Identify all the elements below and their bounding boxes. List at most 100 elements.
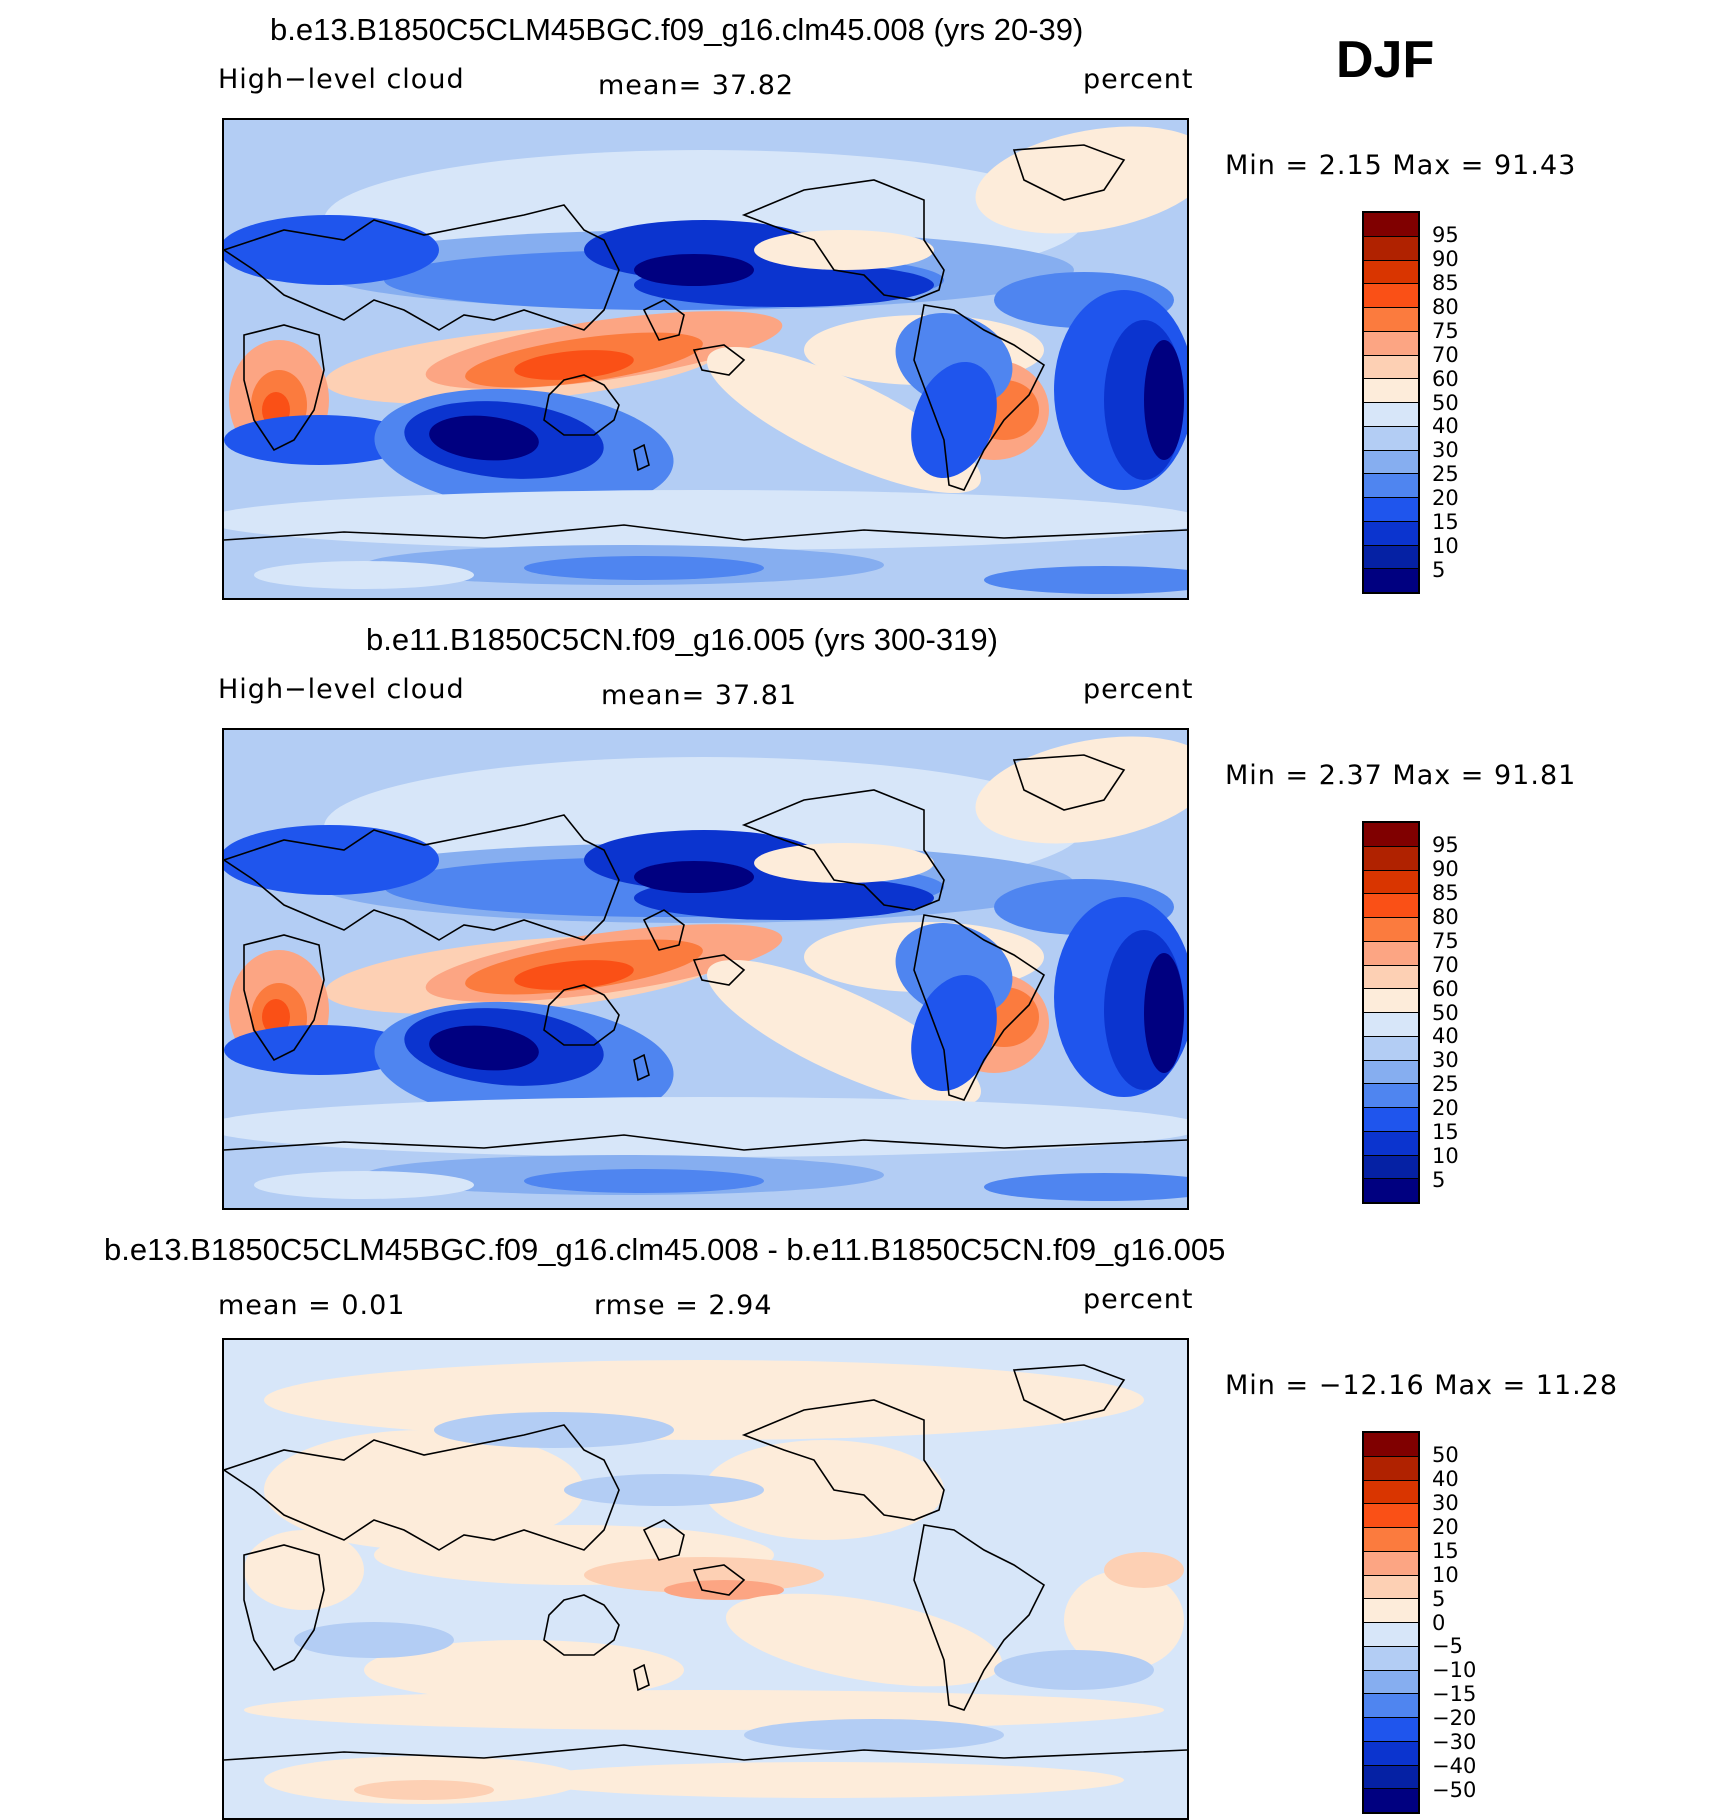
colorbar-label: 75 <box>1432 928 1459 953</box>
coastline <box>224 1424 620 1551</box>
colorbar-box <box>1364 918 1418 942</box>
colorbar-label: 75 <box>1432 318 1459 343</box>
contour-region <box>429 415 539 461</box>
colorbar-box <box>1364 331 1418 356</box>
colorbar-label: 40 <box>1432 1466 1459 1491</box>
colorbar-box <box>1364 1084 1418 1108</box>
coastline <box>633 1663 650 1692</box>
contour-region <box>224 490 1187 550</box>
panel-3-units-label: percent <box>1083 1284 1194 1315</box>
panel-1-minmax: Min = 2.15 Max = 91.43 <box>1225 150 1577 181</box>
contour-region <box>294 1622 454 1658</box>
colorbar-label: 15 <box>1432 1120 1459 1145</box>
contour-region <box>707 346 981 494</box>
colorbar-box <box>1364 846 1418 871</box>
contour-region <box>364 1640 684 1700</box>
colorbar-label: 95 <box>1432 832 1459 857</box>
colorbar-box <box>1364 1694 1418 1718</box>
colorbar-box <box>1364 870 1418 895</box>
colorbar-label: −5 <box>1432 1634 1463 1659</box>
colorbar-box <box>1364 1718 1418 1742</box>
colorbar-label: 50 <box>1432 1000 1459 1025</box>
colorbar-label: 50 <box>1432 1442 1459 1467</box>
colorbar-box <box>1364 213 1418 237</box>
colorbar-label: −20 <box>1432 1706 1477 1731</box>
coastline <box>642 909 685 951</box>
colorbar-box <box>1364 1551 1418 1576</box>
colorbar-label: −50 <box>1432 1778 1477 1803</box>
colorbar-box <box>1364 236 1418 261</box>
coastline <box>633 1053 650 1082</box>
contour-region <box>434 1412 674 1448</box>
coastline <box>633 443 650 472</box>
colorbar-label: 80 <box>1432 294 1459 319</box>
contour-region <box>975 736 1187 844</box>
panel-3-title: b.e13.B1850C5CLM45BGC.f09_g16.clm45.008 … <box>104 1232 1226 1267</box>
colorbar-box <box>1364 545 1418 570</box>
contour-region <box>1064 1570 1184 1670</box>
colorbar-box <box>1364 1599 1418 1623</box>
colorbar-box <box>1364 1433 1418 1457</box>
colorbar-box <box>1364 1528 1418 1552</box>
colorbar-label: 85 <box>1432 270 1459 295</box>
colorbar-label: −15 <box>1432 1682 1477 1707</box>
colorbar-box <box>1364 403 1418 427</box>
coastline <box>224 814 620 941</box>
contour-region <box>514 350 634 380</box>
colorbar-box <box>1364 1623 1418 1647</box>
colorbar-box <box>1364 1155 1418 1180</box>
contour-region <box>524 1169 764 1193</box>
colorbar-box <box>1364 1741 1418 1766</box>
contour-region <box>244 1690 1164 1730</box>
colorbar-label: 30 <box>1432 1490 1459 1515</box>
colorbar-box <box>1364 1575 1418 1600</box>
colorbar-label: 10 <box>1432 1144 1459 1169</box>
contour-region <box>254 1171 474 1199</box>
coastline <box>1012 1364 1126 1421</box>
colorbar-box <box>1364 521 1418 546</box>
colorbar-label: 5 <box>1432 558 1446 583</box>
coastline <box>224 1744 1187 1761</box>
colorbar-label: 5 <box>1432 1586 1446 1611</box>
colorbar-box <box>1364 1480 1418 1505</box>
colorbar-box <box>1364 284 1418 308</box>
contour-region <box>1104 1552 1184 1588</box>
contour-region <box>262 999 290 1035</box>
contour-region <box>1144 953 1184 1073</box>
panel-3-map <box>222 1338 1189 1820</box>
colorbar-box <box>1364 1504 1418 1528</box>
season-label: DJF <box>1336 31 1435 89</box>
coastline <box>543 1594 620 1656</box>
contour-region <box>514 960 634 990</box>
coastline <box>1012 754 1126 811</box>
coastline <box>224 1134 1187 1151</box>
contour-region <box>224 415 414 465</box>
colorbar-box <box>1364 1179 1418 1202</box>
contour-region <box>354 1780 494 1800</box>
panel-3-mean-label: mean = 0.01 <box>218 1290 406 1321</box>
colorbar-label: 25 <box>1432 462 1459 487</box>
panel-2-minmax: Min = 2.37 Max = 91.81 <box>1225 760 1577 791</box>
panel-2-colorbar <box>1362 821 1420 1204</box>
colorbar-box <box>1364 308 1418 332</box>
coastline <box>913 1524 1046 1711</box>
coastline <box>692 1564 746 1596</box>
coastline <box>543 374 620 436</box>
colorbar-box <box>1364 823 1418 847</box>
colorbar-label: 60 <box>1432 366 1459 391</box>
colorbar-box <box>1364 989 1418 1013</box>
coastline <box>243 934 325 1062</box>
colorbar-label: −30 <box>1432 1730 1477 1755</box>
panel-1-colorbar <box>1362 211 1420 594</box>
panel-2-mean-label: mean= 37.81 <box>601 680 798 711</box>
contour-region <box>664 1580 784 1600</box>
panel-2-variable-label: High−level cloud <box>218 674 465 705</box>
colorbar-label: 5 <box>1432 1168 1446 1193</box>
contour-fields <box>224 736 1187 1201</box>
colorbar-box <box>1364 1646 1418 1671</box>
contour-region <box>524 556 764 580</box>
contour-region <box>754 230 934 270</box>
colorbar-box <box>1364 1131 1418 1156</box>
contour-region <box>264 1360 1144 1440</box>
panel-1-variable-label: High−level cloud <box>218 64 465 95</box>
